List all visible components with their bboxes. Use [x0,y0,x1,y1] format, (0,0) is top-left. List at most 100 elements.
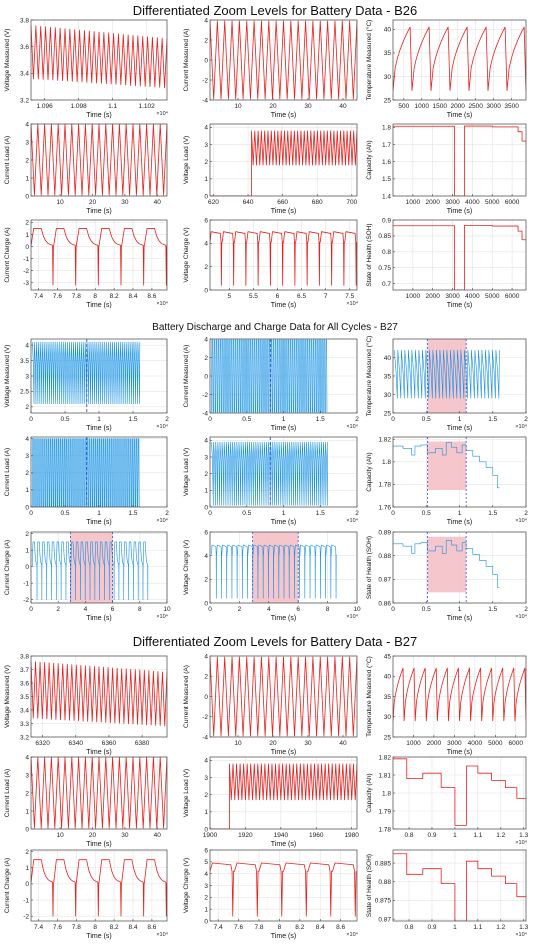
y-tick-label: 4 [204,438,208,445]
section-title-b26-zoom: Differentiated Zoom Levels for Battery D… [132,3,418,18]
y-tick-label: 35 [384,50,392,57]
y-tick-label: 0.88 [378,879,391,886]
y-tick-label: 3.6 [20,680,29,687]
y-tick-label: 0.8 [382,249,391,256]
chart-s1p7: 7.4 7.6 7.8 8 8.2 8.4 8.6 -3 -2 -1 0 1 2 ×10⁴ Time (s)… [4,219,169,309]
y-tick-label: 3 [25,453,29,460]
x-tick-label: 0.5 [60,416,69,423]
axes-box [209,123,358,197]
y-tick-label: 2 [25,404,29,411]
x-tick-label: 1000 [406,293,421,300]
y-tick-label: 0 [25,826,29,833]
x-tick-label: 1.2 [496,832,505,839]
x-tick-label: 0.5 [60,510,69,517]
x-tick-label: 0.5 [422,510,431,517]
axis-exponent: ×10⁴ [156,110,168,117]
y-axis-label: Temperature Measured (°C) [365,336,373,417]
x-tick-label: 0 [29,606,33,613]
y-tick-label: 2.5 [20,389,29,396]
series-line-0 [393,26,526,91]
chart-s1p4: 10 20 30 40 0 1 2 3 4 Time (s) Current Load (A) [4,121,168,215]
y-tick-label: 3 [204,883,208,890]
chart-s1p5: 620 640 660 680 700 0 1 2 3 4 Time (s) Voltage Load… [183,123,358,215]
x-tick-label: 4000 [468,740,483,747]
y-tick-label: 3 [204,775,208,782]
y-tick-label: 4 [204,653,208,660]
x-tick-label: 0.9 [427,924,436,931]
y-tick-label: 1.7 [382,142,391,149]
y-tick-label: 3.2 [20,97,29,104]
x-axis-label: Time (s) [447,208,472,215]
chart-s1p2: 10 20 30 40 -4 -2 0 2 4 Time (s) Current Measured … [183,17,358,119]
y-axis-label: Voltage Load (V) [183,448,190,496]
series-line-0 [393,442,500,489]
x-tick-label: 0 [391,510,395,517]
x-tick-label: 1.102 [138,103,155,110]
x-tick-label: 2 [524,416,528,423]
x-tick-label: 1 [282,416,286,423]
axes-box [209,756,358,830]
y-tick-label: 3 [204,454,208,461]
axis-exponent: ×10⁴ [515,423,527,430]
y-tick-label: 6 [204,847,208,854]
x-axis-label: Time (s) [271,841,296,848]
x-tick-label: 8 [138,606,142,613]
chart-s3p4: 10 20 30 40 0 1 2 3 4 Time (s) Current Load (A) [4,754,168,848]
axes-box [30,849,168,922]
x-tick-label: 1.3 [519,832,528,839]
x-tick-label: 1 [453,832,457,839]
x-tick-label: 0 [208,416,212,423]
x-tick-label: 8.6 [147,924,156,931]
y-tick-label: 0.85 [378,233,391,240]
x-tick-label: 20 [89,199,97,206]
y-tick-label: 0 [204,373,208,380]
x-tick-label: 30 [121,199,129,206]
x-tick-label: 7.8 [72,293,81,300]
highlight-band [427,536,467,593]
y-tick-label: 1 [25,865,29,872]
y-tick-label: 2 [25,531,29,538]
x-tick-label: 0 [29,510,33,517]
series-line-0 [31,757,167,829]
y-axis-label: Current Charge (A) [4,227,11,282]
x-axis-label: Time (s) [271,749,296,756]
axis-exponent: ×10⁴ [156,931,168,938]
x-tick-label: 40 [339,740,347,747]
x-tick-label: 1000 [406,199,421,206]
x-axis-label: Time (s) [271,208,296,215]
x-tick-label: 1980 [344,832,359,839]
chart-s3p1: 6320 6340 6360 6380 3.2 3.3 3.4 3.5 3.6 3.7 3.8 Tim… [4,653,168,756]
y-tick-label: 1.82 [378,437,391,444]
x-tick-label: 1 [458,510,462,517]
chart-s1p8: 5 5.5 6 6.5 7 7.5 0 2 4 6 ×10⁴ Time (s) Voltage Char… [183,217,359,309]
y-tick-label: 1 [204,176,208,183]
y-tick-label: 1 [25,808,29,815]
x-tick-label: 3000 [447,740,462,747]
chart-s2p2: 0 0.5 1 1.5 2 -4 -2 0 2 4 ×10⁴ Time (s) Current Meas… [183,336,359,432]
axis-exponent: ×10⁴ [156,423,168,430]
y-tick-label: 4 [204,553,208,560]
axes-box [392,123,527,197]
chart-s2p7: 0 2 4 6 8 10 -2 -1 0 1 2 ×10⁴ Time (s) Current Charge… [4,531,171,622]
y-tick-label: 0 [25,193,29,200]
x-tick-label: 0.8 [405,924,414,931]
x-tick-label: 20 [269,740,277,747]
x-tick-label: 3500 [504,103,519,110]
x-tick-label: 2 [524,510,528,517]
x-tick-label: 7 [324,293,328,300]
y-tick-label: -2 [23,913,29,920]
x-tick-label: 6340 [69,740,84,747]
x-tick-label: 1.1 [108,103,117,110]
y-tick-label: 45 [384,653,392,660]
x-tick-label: 500 [398,103,409,110]
x-tick-label: 2000 [427,740,442,747]
y-tick-label: 2 [25,790,29,797]
x-axis-label: Time (s) [86,841,111,848]
x-tick-label: 8.2 [110,924,119,931]
axes-box [392,849,527,922]
y-tick-label: 1.78 [378,826,391,833]
section-title-b27-all-cycles: Battery Discharge and Charge Data for Al… [152,322,398,333]
y-tick-label: 2 [204,674,208,681]
x-tick-label: 5000 [485,293,500,300]
x-tick-label: 8 [278,924,282,931]
